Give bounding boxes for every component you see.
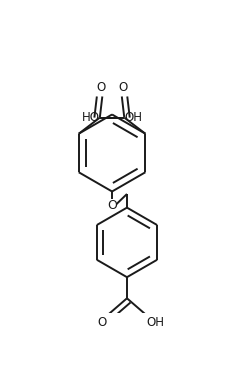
Text: OH: OH [147, 316, 165, 329]
Text: O: O [96, 82, 106, 94]
Text: HO: HO [81, 111, 100, 124]
Text: O: O [118, 82, 128, 94]
Text: O: O [98, 316, 107, 329]
Text: O: O [107, 199, 117, 212]
Text: OH: OH [125, 111, 143, 124]
